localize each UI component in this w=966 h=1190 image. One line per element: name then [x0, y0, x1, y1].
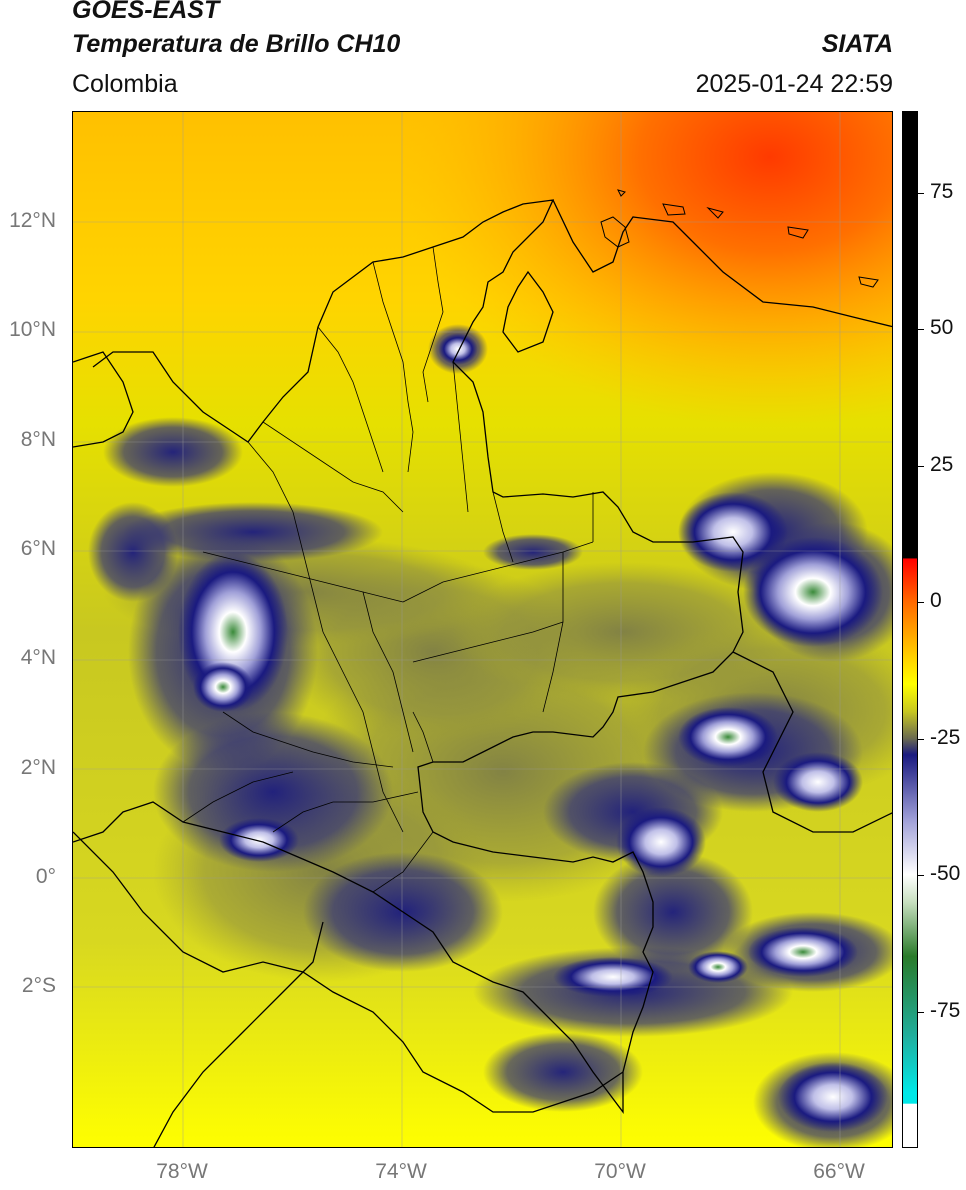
latitude-label: 0° — [35, 865, 56, 888]
brand-label: SIATA — [821, 30, 893, 58]
longitude-label: 78°W — [156, 1160, 208, 1183]
colorbar-tick-mark — [918, 738, 924, 740]
satellite-title: GOES-EAST — [72, 0, 220, 24]
caribbean-islands — [600, 189, 879, 288]
graticule — [73, 112, 892, 1147]
latitude-label: 6°N — [20, 537, 56, 560]
colorbar-tick-label: 0 — [930, 589, 942, 613]
colorbar — [902, 111, 918, 1148]
colorbar-tick-mark — [918, 1011, 924, 1013]
latitude-label: 12°N — [9, 209, 56, 232]
colorbar-tick-label: 25 — [930, 452, 954, 476]
colorbar-tick-mark — [918, 602, 924, 604]
latitude-label: 2°N — [20, 755, 56, 779]
deep-convection-cores — [178, 333, 888, 1132]
colorbar-tick-label: -50 — [930, 862, 961, 886]
longitude-label: 70°W — [594, 1160, 646, 1183]
country-boundaries — [73, 199, 892, 1147]
latitude-label: 2°S — [21, 974, 56, 998]
region-label: Colombia — [72, 70, 178, 98]
colorbar-tick-label: -25 — [930, 725, 961, 749]
longitude-label: 74°W — [375, 1160, 427, 1183]
colorbar-tick-label: 75 — [930, 179, 954, 203]
colorbar-tick-mark — [918, 192, 924, 194]
satellite-map[interactable] — [72, 111, 893, 1148]
colorbar-tick-label: -75 — [930, 998, 961, 1022]
latitude-label: 8°N — [20, 427, 56, 451]
latitude-label: 10°N — [9, 318, 56, 342]
colorbar-tick-mark — [918, 875, 924, 877]
latitude-label: 4°N — [20, 646, 56, 670]
colorbar-tick-label: 50 — [930, 316, 954, 340]
product-title: Temperatura de Brillo CH10 — [72, 30, 401, 58]
datetime-label: 2025-01-24 22:59 — [695, 70, 893, 98]
colorbar-tick-mark — [918, 465, 924, 467]
colorbar-tick-mark — [918, 329, 924, 331]
longitude-label: 66°W — [813, 1160, 865, 1183]
department-boundaries — [182, 246, 594, 893]
